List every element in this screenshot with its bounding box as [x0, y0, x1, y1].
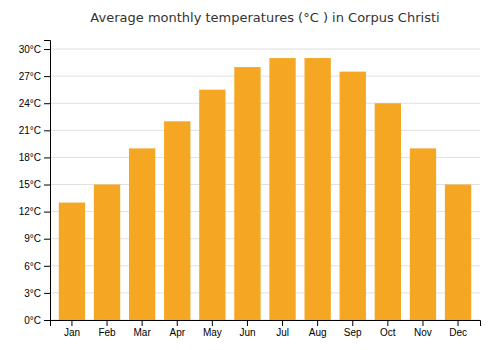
tick: Aug: [309, 320, 327, 338]
tick-label: Feb: [98, 327, 116, 338]
bar: [410, 148, 436, 320]
y-axis: 0°C 3°C 6°C 9°C 12°C 15°C 18°C 21°C 24°C 27°C 30°C: [19, 41, 51, 326]
bar: [445, 185, 471, 320]
tick-mark: [44, 320, 50, 321]
tick: Jan: [64, 320, 80, 338]
tick-mark: [44, 130, 50, 131]
tick-label: Aug: [309, 327, 327, 338]
tick: 30°C: [19, 44, 50, 55]
tick-mark: [387, 320, 388, 326]
tick-label: 18°C: [19, 152, 41, 163]
tick-mark: [422, 320, 423, 326]
tick-label: 30°C: [19, 44, 41, 55]
tick-mark: [317, 320, 318, 326]
grid: [50, 49, 480, 320]
tick: Nov: [414, 320, 432, 338]
tick-label: Dec: [449, 327, 467, 338]
tick-label: 0°C: [24, 315, 41, 326]
tick: 27°C: [19, 71, 50, 82]
title: Average monthly temperatures (°C ) in Co…: [90, 10, 439, 25]
tick: May: [203, 320, 222, 338]
bar: [129, 148, 155, 320]
tick: 12°C: [19, 206, 50, 217]
tick-mark: [177, 320, 178, 326]
tick-mark: [44, 157, 50, 158]
tick-label: 24°C: [19, 98, 41, 109]
tick-mark: [44, 49, 50, 50]
tick-mark: [44, 293, 50, 294]
tick-mark: [212, 320, 213, 326]
grid-line: [50, 49, 480, 50]
chart: 0°C 3°C 6°C 9°C 12°C 15°C 18°C 21°C 24°C 27°C 30°C…: [0, 0, 500, 350]
bar: [94, 185, 120, 320]
tick-label: Nov: [414, 327, 432, 338]
bar: [304, 58, 330, 320]
plot: 0°C 3°C 6°C 9°C 12°C 15°C 18°C 21°C 24°C 27°C 30°C…: [19, 41, 481, 339]
tick-label: 21°C: [19, 125, 41, 136]
tick-mark: [247, 320, 248, 326]
bar: [269, 58, 295, 320]
tick: 6°C: [24, 261, 50, 272]
x-axis: Jan Feb Mar Apr May Jun Jul Aug Sep Oct Nov Dec: [51, 320, 481, 338]
tick-label: 27°C: [19, 71, 41, 82]
tick-label: 6°C: [24, 261, 41, 272]
tick-label: 9°C: [24, 233, 41, 244]
tick-label: 12°C: [19, 206, 41, 217]
tick-mark: [71, 320, 72, 326]
grid-line: [50, 76, 480, 77]
tick-mark: [44, 266, 50, 267]
tick-label: 15°C: [19, 179, 41, 190]
tick: 3°C: [24, 288, 50, 299]
bar: [199, 90, 225, 320]
tick-label: Apr: [169, 327, 185, 338]
tick: 15°C: [19, 179, 50, 190]
tick: 18°C: [19, 152, 50, 163]
bar: [340, 72, 366, 320]
tick: Oct: [380, 320, 396, 338]
bars: [59, 58, 471, 320]
axis-line: [51, 321, 481, 327]
tick-mark: [44, 239, 50, 240]
tick-mark: [44, 103, 50, 104]
tick: Sep: [344, 320, 362, 338]
tick: Jul: [276, 320, 289, 338]
tick-label: Jun: [239, 327, 255, 338]
tick-label: 3°C: [24, 288, 41, 299]
tick-label: Mar: [134, 327, 152, 338]
tick-mark: [282, 320, 283, 326]
tick: 9°C: [24, 233, 50, 244]
tick: Mar: [134, 320, 152, 338]
tick: Apr: [169, 320, 185, 338]
tick-label: Jan: [64, 327, 80, 338]
bar: [59, 203, 85, 320]
tick-mark: [44, 185, 50, 186]
tick-label: Oct: [380, 327, 396, 338]
tick-mark: [352, 320, 353, 326]
tick-mark: [107, 320, 108, 326]
bar: [375, 103, 401, 320]
bar: [234, 67, 260, 320]
tick-mark: [458, 320, 459, 326]
tick-mark: [44, 76, 50, 77]
tick-label: Jul: [276, 327, 289, 338]
tick-mark: [44, 212, 50, 213]
tick-label: Sep: [344, 327, 362, 338]
tick: Feb: [98, 320, 116, 338]
axis-line: [44, 41, 51, 321]
grid-line: [50, 103, 480, 104]
tick: Jun: [239, 320, 255, 338]
grid-line: [50, 130, 480, 131]
tick: Dec: [449, 320, 467, 338]
tick-label: May: [203, 327, 222, 338]
tick: 24°C: [19, 98, 50, 109]
tick: 21°C: [19, 125, 50, 136]
tick: 0°C: [24, 315, 50, 326]
bar: [164, 121, 190, 320]
tick-mark: [142, 320, 143, 326]
